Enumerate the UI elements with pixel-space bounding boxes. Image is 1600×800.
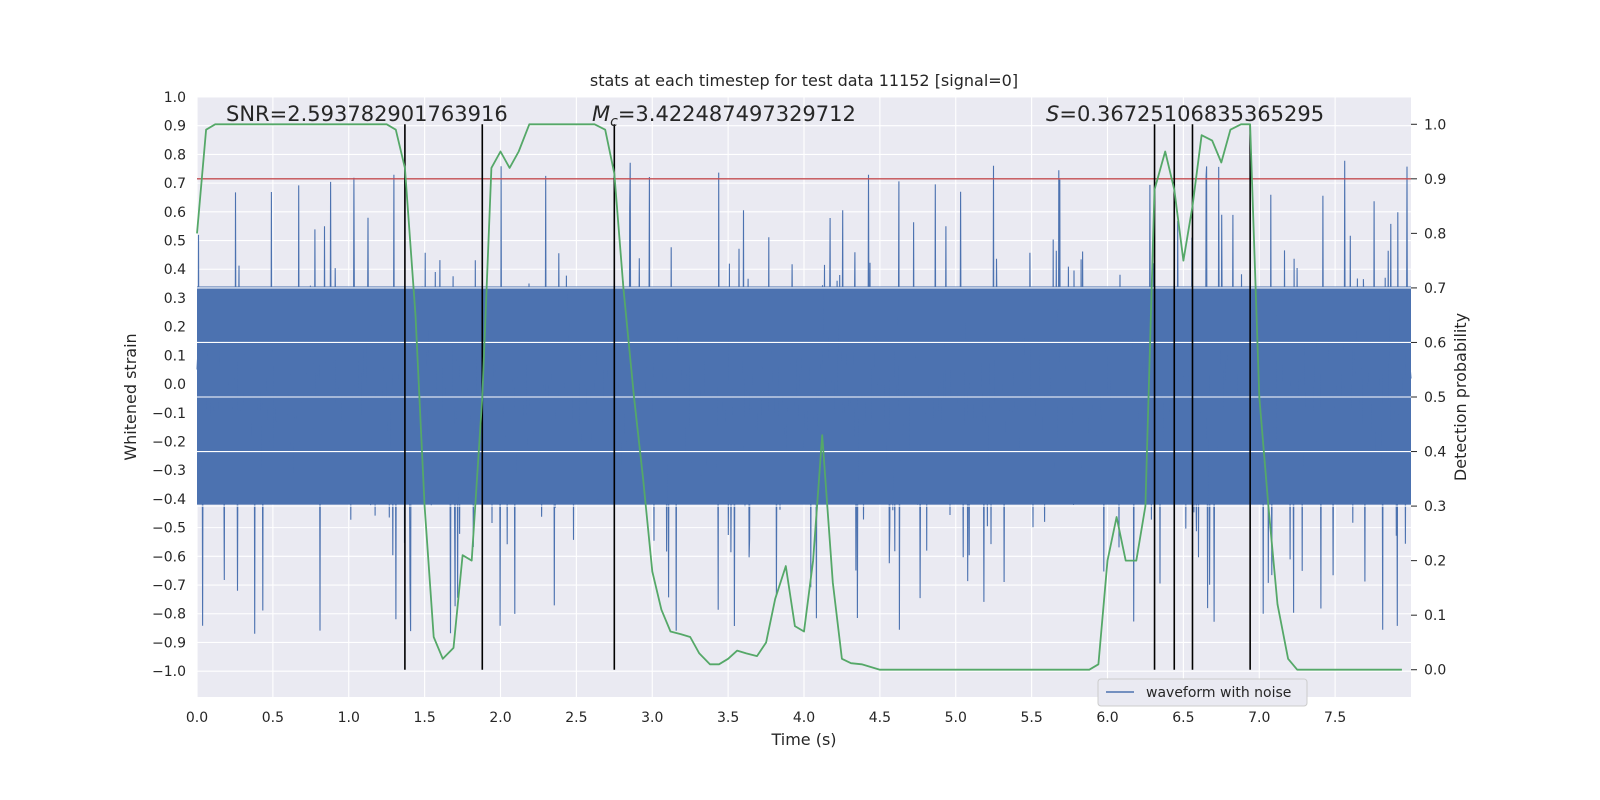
x-tick-label: 3.5 xyxy=(717,710,739,726)
x-tick-label: 0.0 xyxy=(186,710,208,726)
y-left-tick-label: 0.3 xyxy=(164,291,186,307)
x-tick-label: 6.5 xyxy=(1172,710,1194,726)
detection-probability-series xyxy=(196,123,1402,671)
x-axis-label: Time (s) xyxy=(770,730,836,749)
x-tick-label: 4.0 xyxy=(793,710,815,726)
y-left-tick-label: −0.7 xyxy=(152,578,186,594)
snr-annotation: SNR=2.593782901763916 xyxy=(226,102,508,126)
s-symbol: S xyxy=(1046,102,1059,126)
y-right-tick-label: 0.0 xyxy=(1424,663,1446,679)
x-tick-label: 2.0 xyxy=(489,710,511,726)
x-tick-label: 5.5 xyxy=(1020,710,1042,726)
y-left-tick-label: −0.3 xyxy=(152,463,186,479)
y-right-tick-label: 1.0 xyxy=(1424,117,1446,133)
y-left-tick-label: −0.1 xyxy=(152,406,186,422)
y-right-tick-label: 0.6 xyxy=(1424,335,1446,351)
y-right-tick-label: 0.1 xyxy=(1424,608,1446,624)
x-tick-label: 5.0 xyxy=(945,710,967,726)
y-left-tick-label: −0.5 xyxy=(152,521,186,537)
y-right-tick-label: 0.3 xyxy=(1424,499,1446,515)
y-right-tick-label: 0.9 xyxy=(1424,172,1446,188)
detection-probability-line xyxy=(196,123,1402,671)
y-left-tick-label: −0.2 xyxy=(152,434,186,450)
legend: waveform with noise xyxy=(1097,678,1308,707)
y-right-tick-label: 0.7 xyxy=(1424,281,1446,297)
y-left-tick-label: 0.7 xyxy=(164,176,186,192)
tick-labels: 0.0 0.5 1.0 1.5 2.0 2.5 3.0 3.5 4.0 4.5 5.0 5.5 6.0 6… xyxy=(152,90,1446,726)
y-left-tick-label: 0.9 xyxy=(164,119,186,135)
x-tick-label: 0.5 xyxy=(262,710,284,726)
chirp-mass-value: =3.422487497329712 xyxy=(618,102,856,126)
legend-box xyxy=(1097,678,1308,707)
y-left-tick-label: 1.0 xyxy=(164,90,186,106)
y-right-tick-label: 0.8 xyxy=(1424,226,1446,242)
y-left-tick-label: 0.2 xyxy=(164,320,186,336)
x-tick-label: 2.5 xyxy=(565,710,587,726)
y-right-tick-label: 0.2 xyxy=(1424,554,1446,570)
x-tick-label: 4.5 xyxy=(869,710,891,726)
legend-entry-waveform: waveform with noise xyxy=(1146,685,1291,701)
x-tick-label: 1.5 xyxy=(413,710,435,726)
x-tick-label: 1.0 xyxy=(338,710,360,726)
y-left-tick-label: 0.1 xyxy=(164,348,186,364)
waveform-line xyxy=(196,160,1412,634)
y-left-tick-label: 0.8 xyxy=(164,147,186,163)
y-axis-right-label: Detection probability xyxy=(1451,313,1470,481)
y-left-tick-label: 0.4 xyxy=(164,262,186,278)
y-left-tick-label: −0.9 xyxy=(152,635,186,651)
y-left-tick-label: 0.5 xyxy=(164,234,186,250)
y-left-tick-label: 0.6 xyxy=(164,205,186,221)
waveform-series xyxy=(196,160,1412,634)
x-tick-label: 6.0 xyxy=(1096,710,1118,726)
y-axis-left-label: Whitened strain xyxy=(121,333,140,460)
chirp-mass-subscript: c xyxy=(610,114,618,130)
s-annotation: S=0.36725106835365295 xyxy=(1046,102,1324,126)
x-tick-label: 3.0 xyxy=(641,710,663,726)
overlay-layer xyxy=(197,124,1411,670)
x-tick-label: 7.5 xyxy=(1324,710,1346,726)
y-left-tick-label: −1.0 xyxy=(152,664,186,680)
x-tick-label: 7.0 xyxy=(1248,710,1270,726)
y-right-tick-label: 0.5 xyxy=(1424,390,1446,406)
chart-title: stats at each timestep for test data 111… xyxy=(590,71,1018,90)
y-left-tick-label: −0.6 xyxy=(152,549,186,565)
y-left-tick-label: −0.4 xyxy=(152,492,186,508)
chirp-mass-annotation: Mc=3.422487497329712 xyxy=(592,102,856,130)
y-left-tick-label: 0.0 xyxy=(164,377,186,393)
y-right-tick-label: 0.4 xyxy=(1424,445,1446,461)
y-left-tick-label: −0.8 xyxy=(152,607,186,623)
s-value: =0.36725106835365295 xyxy=(1059,102,1324,126)
chirp-mass-symbol: M xyxy=(592,102,610,126)
